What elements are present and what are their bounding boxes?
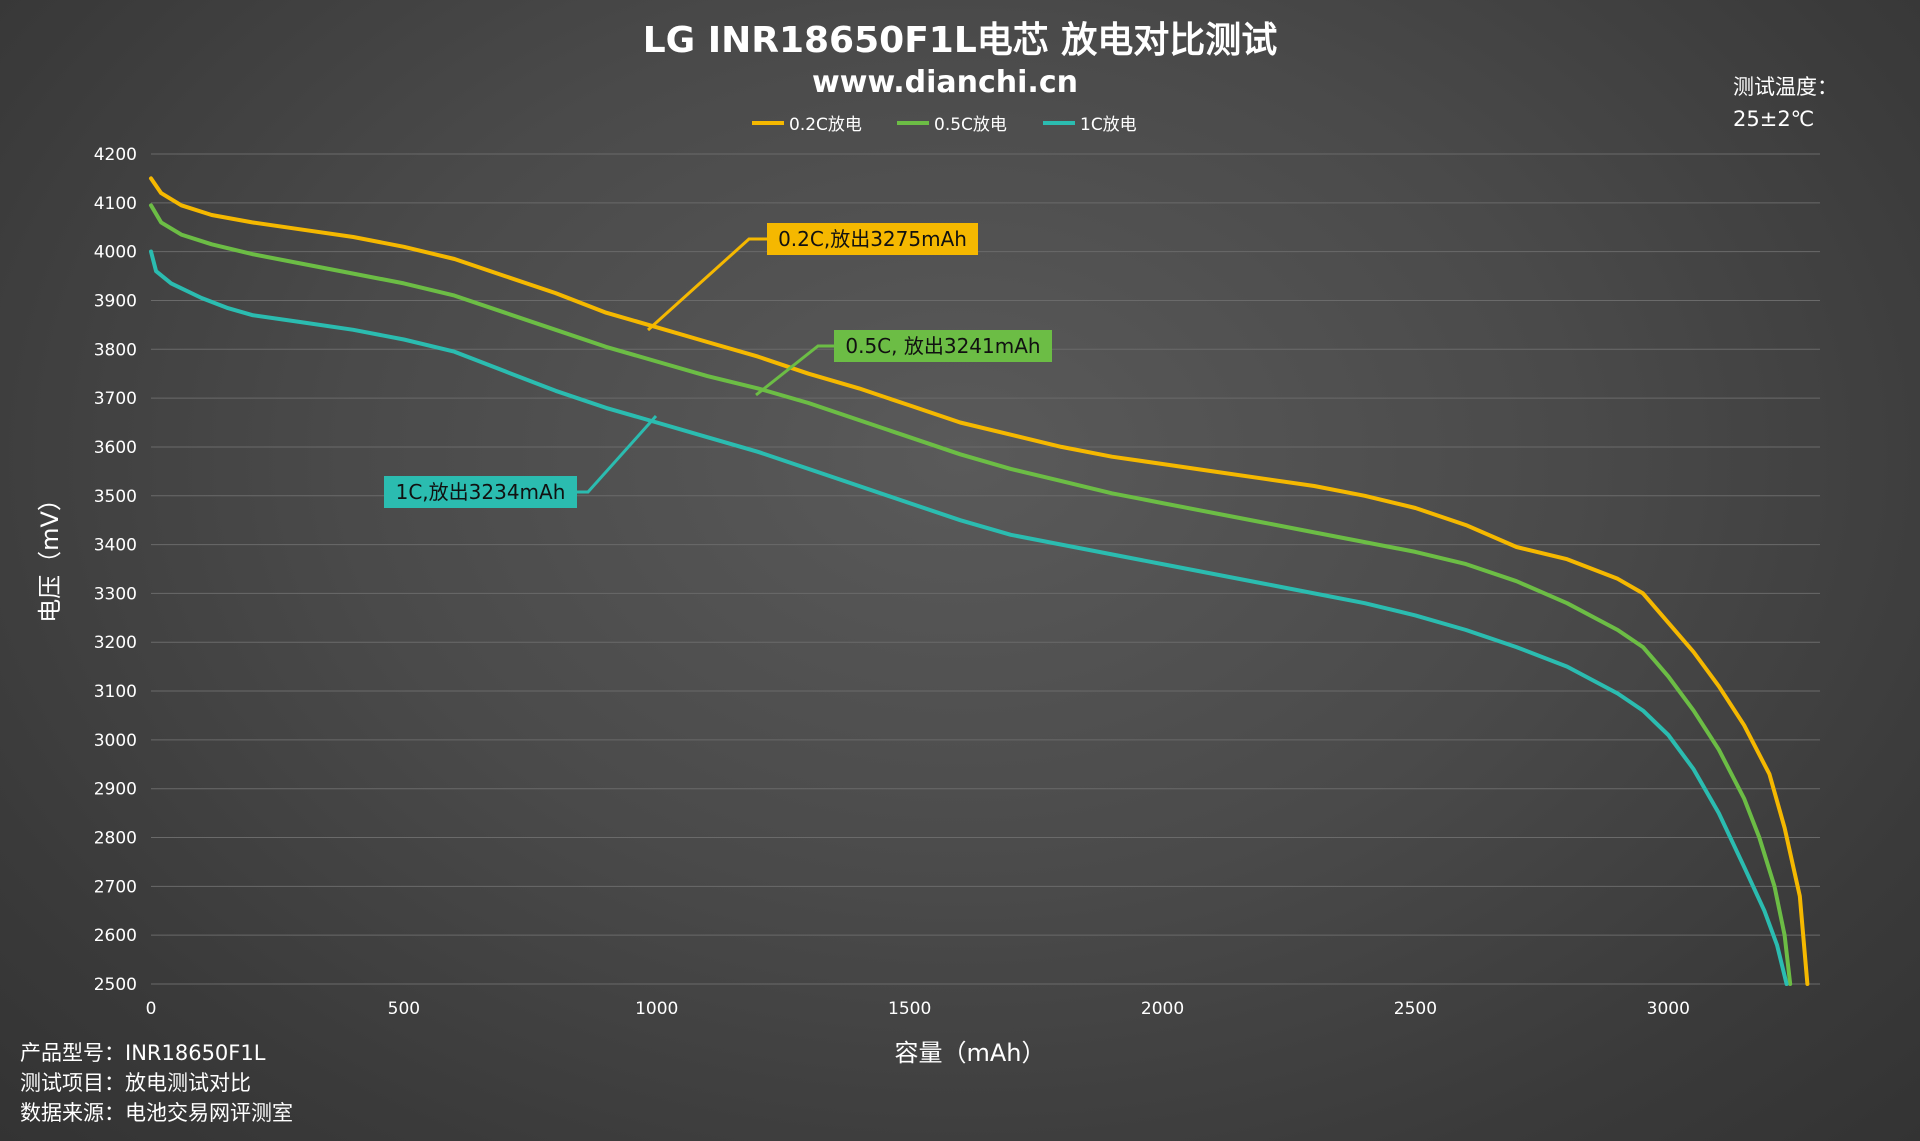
y-tick-label: 2800: [94, 829, 137, 849]
y-tick-label: 3700: [94, 389, 137, 409]
y-tick-label: 4000: [94, 243, 137, 263]
x-tick-label: 1500: [888, 999, 931, 1019]
y-tick-label: 3000: [94, 731, 137, 751]
gridlines: [151, 153, 1820, 985]
legend-label-0: 0.2C放电: [789, 115, 862, 135]
chart-title: LG INR18650F1L电芯 放电对比测试: [643, 20, 1278, 61]
series-line-0: [149, 176, 1810, 986]
y-tick-label: 3200: [94, 633, 137, 653]
y-tick-label: 2700: [94, 877, 137, 897]
annotation-leader-1: [755, 344, 834, 397]
annotation-label-1: 0.5C, 放出3241mAh: [845, 334, 1040, 358]
x-axis-label: 容量（mAh）: [894, 1039, 1045, 1067]
annotation-box-1: [834, 330, 1052, 362]
x-tick-labels: 0 500 1000 1500 2000 2500 3000: [146, 999, 1690, 1019]
annotation-leader-2: [577, 414, 658, 494]
annotation-label-2: 1C,放出3234mAh: [396, 480, 566, 504]
annotation-label-0: 0.2C,放出3275mAh: [778, 227, 967, 251]
x-tick-label: 0: [146, 999, 157, 1019]
y-tick-label: 3900: [94, 291, 137, 311]
info-item: 测试项目：放电测试对比: [20, 1071, 251, 1095]
y-tick-label: 2500: [94, 975, 137, 995]
y-tick-label: 3300: [94, 584, 137, 604]
annotation-box-2: [384, 476, 577, 508]
y-tick-label: 3500: [94, 487, 137, 507]
y-axis-label: 电压（mV）: [36, 487, 64, 623]
y-tick-label: 3400: [94, 536, 137, 556]
legend: 0.2C放电 0.5C放电 1C放电: [752, 115, 1137, 135]
series-line-2: [149, 249, 1789, 986]
y-tick-label: 4100: [94, 194, 137, 214]
annotations: 0.2C,放出3275mAh 0.5C, 放出3241mAh 1C,放出3234mA…: [384, 223, 1052, 508]
x-tick-label: 500: [388, 999, 420, 1019]
x-tick-label: 2500: [1394, 999, 1437, 1019]
y-tick-label: 2600: [94, 926, 137, 946]
x-tick-label: 1000: [635, 999, 678, 1019]
x-tick-label: 3000: [1647, 999, 1690, 1019]
y-tick-labels: 2500 2600 2700 2800 2900 3000 3100 3200 3300 3400…: [94, 145, 137, 995]
info-model: 产品型号：INR18650F1L: [20, 1041, 266, 1065]
y-tick-label: 3100: [94, 682, 137, 702]
series-line-1: [149, 203, 1793, 986]
legend-label-2: 1C放电: [1080, 115, 1137, 135]
legend-label-1: 0.5C放电: [934, 115, 1007, 135]
annotation-leader-0: [646, 237, 767, 332]
annotation-box-0: [767, 223, 978, 255]
series-lines: [149, 176, 1810, 986]
y-tick-label: 2900: [94, 780, 137, 800]
y-tick-label: 4200: [94, 145, 137, 165]
x-tick-label: 2000: [1141, 999, 1184, 1019]
temperature-value: 25±2℃: [1733, 107, 1814, 131]
info-source: 数据来源：电池交易网评测室: [20, 1101, 293, 1125]
y-tick-label: 3800: [94, 340, 137, 360]
chart-subtitle: www.dianchi.cn: [812, 65, 1078, 100]
temperature-label: 测试温度：: [1733, 75, 1838, 99]
y-tick-label: 3600: [94, 438, 137, 458]
